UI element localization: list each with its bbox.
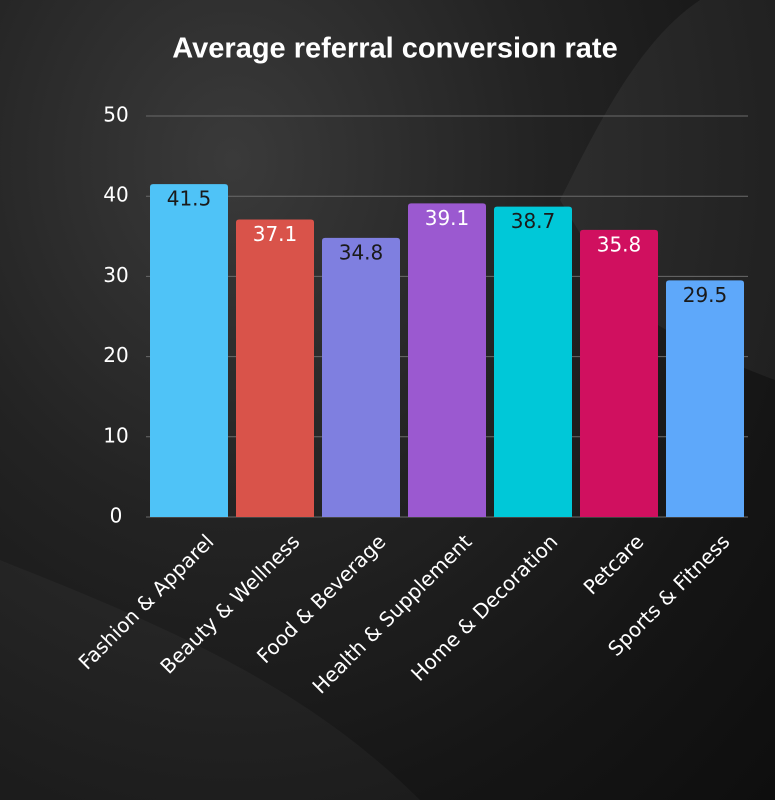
x-tick-label: Home & Decoration xyxy=(406,529,562,685)
value-label: 41.5 xyxy=(167,187,212,211)
y-tick-label: 20 xyxy=(103,343,128,367)
value-label: 37.1 xyxy=(253,222,298,246)
y-tick-label: 50 xyxy=(103,103,128,127)
value-label: 35.8 xyxy=(597,232,642,256)
bar xyxy=(150,184,228,518)
y-tick-label: 30 xyxy=(103,263,128,287)
value-label: 39.1 xyxy=(425,206,470,230)
value-label: 34.8 xyxy=(339,240,384,264)
bar xyxy=(666,280,744,517)
y-tick-label: 0 xyxy=(110,504,123,528)
bar xyxy=(494,206,572,517)
bar xyxy=(408,203,486,517)
x-tick-label: Petcare xyxy=(579,529,649,599)
background-shape xyxy=(0,560,420,800)
value-label: 38.7 xyxy=(511,209,556,233)
bar xyxy=(236,219,314,517)
value-label: 29.5 xyxy=(683,283,728,307)
bar xyxy=(580,229,658,517)
y-tick-label: 10 xyxy=(103,423,128,447)
x-tick-label: Health & Supplement xyxy=(307,529,476,698)
chart-title: Average referral conversion rate xyxy=(172,33,617,65)
bar xyxy=(322,237,400,518)
y-tick-label: 40 xyxy=(103,183,128,207)
